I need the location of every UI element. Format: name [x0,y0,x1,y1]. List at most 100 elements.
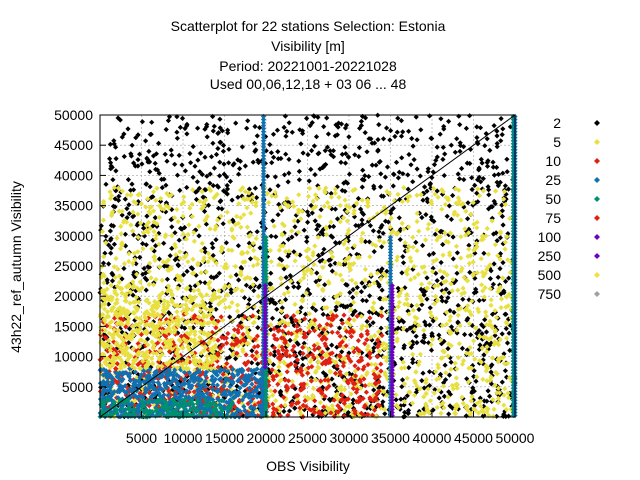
data-point-0-999 [323,372,329,378]
data-point-1-672 [138,201,144,207]
data-point-0-1676 [210,140,216,146]
data-point-1-1011 [419,281,425,287]
data-point-0-1158 [129,181,135,187]
data-point-1-1066 [336,194,342,200]
data-point-1-274 [338,387,344,393]
data-point-1-871 [437,268,443,274]
data-point-2-266 [337,341,343,347]
data-point-1-1362 [253,203,259,209]
data-point-1-905 [468,211,474,217]
data-point-2-600 [301,385,307,391]
data-point-1-508 [443,278,449,284]
data-point-2-533 [319,361,325,367]
data-point-0-1680 [221,171,227,177]
data-point-1-562 [313,326,319,332]
data-point-1-692 [341,241,347,247]
data-point-1-505 [326,204,332,210]
data-point-2-644 [321,359,327,365]
data-point-0-420 [485,184,491,190]
data-point-2-393 [289,401,295,407]
data-point-1-1247 [381,239,387,246]
data-point-0-715 [207,351,213,357]
data-point-0-121 [400,129,406,135]
data-point-2-592 [333,313,339,319]
data-point-2-686 [324,386,330,392]
data-point-0-3 [169,152,175,158]
data-point-1-636 [394,254,401,260]
data-point-0-1046 [268,233,274,239]
data-point-0-1322 [439,341,445,347]
data-point-0-668 [357,125,363,131]
data-point-1-386 [469,298,475,304]
data-point-0-1421 [480,413,486,419]
data-point-1-22 [458,305,464,311]
data-point-1-697 [501,196,507,202]
data-point-3-73 [127,366,133,372]
data-point-0-1261 [110,177,116,183]
data-point-1-679 [141,230,147,236]
data-point-0-599 [207,300,213,306]
data-point-1-1186 [326,406,332,412]
data-point-0-866 [331,223,337,230]
data-point-1-606 [195,262,201,268]
data-point-2-653 [272,336,278,342]
data-point-0-803 [367,223,373,229]
data-point-1-1198 [292,301,298,307]
data-point-0-942 [384,268,390,274]
data-point-2-587 [306,406,312,412]
data-point-1-1253 [405,302,411,308]
data-point-0-1695 [447,355,453,361]
data-point-0-1320 [477,395,483,401]
data-point-0-321 [481,403,487,409]
data-point-3-7 [143,387,149,393]
data-point-0-1111 [321,297,327,303]
data-point-1-1084 [238,224,244,230]
data-point-0-1604 [318,207,324,213]
data-point-0-1275 [286,120,292,126]
data-point-1-1264 [146,219,152,226]
data-point-2-465 [219,334,225,340]
data-point-0-607 [355,195,361,202]
data-point-1-424 [493,188,499,194]
data-point-0-1061 [505,186,512,192]
data-point-1-106 [381,340,387,346]
data-point-0-263 [230,335,236,341]
data-point-2-687 [192,350,198,356]
data-point-0-479 [398,226,404,232]
data-point-3-129 [101,367,107,373]
data-point-1-1222 [456,341,462,347]
data-point-0-1658 [353,222,359,229]
data-point-0-1455 [312,218,318,224]
data-point-1-1103 [410,244,416,250]
data-point-1-691 [128,192,134,198]
data-point-1-71 [440,252,446,258]
data-point-0-1110 [174,135,180,141]
data-point-1-996 [502,239,508,245]
data-point-1-1407 [296,192,302,198]
data-point-0-203 [244,125,250,131]
data-point-1-1029 [301,264,307,270]
data-point-1-308 [101,273,107,279]
data-point-2-25 [375,344,381,350]
data-point-2-661 [337,333,343,339]
data-point-2-650 [330,317,336,323]
data-point-2-71 [280,347,286,353]
data-point-1-1360 [239,249,245,255]
data-point-1-140 [276,320,283,327]
data-point-1-1165 [282,200,288,207]
data-point-0-865 [398,133,405,139]
data-point-0-1376 [450,192,456,199]
data-point-0-1213 [504,340,511,346]
data-point-1-1414 [145,196,151,202]
data-point-1-1094 [165,267,171,273]
data-point-1-882 [239,393,245,399]
data-point-3-35 [241,394,247,400]
data-point-0-1492 [235,194,241,200]
data-point-1-374 [378,343,384,349]
data-point-1-945 [132,256,138,263]
data-point-0-1354 [107,237,113,243]
data-point-1-1015 [253,314,259,320]
data-point-1-429 [253,407,259,413]
data-point-2-518 [379,313,385,319]
data-point-2-529 [367,350,373,356]
